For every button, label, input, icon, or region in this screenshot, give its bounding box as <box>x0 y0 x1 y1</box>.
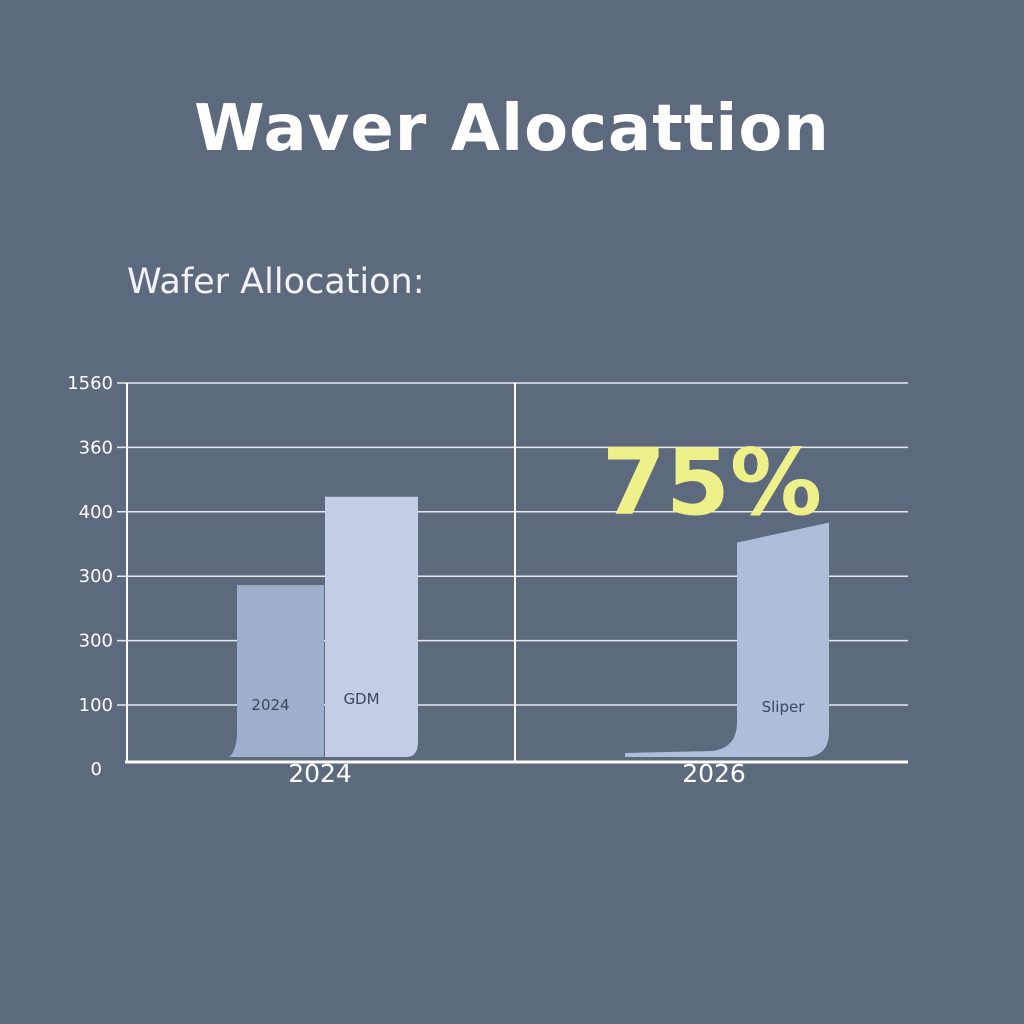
y-tick-label: 360 <box>79 437 113 458</box>
chart-subtitle: Wafer Allocation: <box>127 262 425 302</box>
bar-gdm <box>325 496 418 757</box>
chart-title: Waver Alocattion <box>194 92 830 166</box>
y-tick-label: 400 <box>79 502 113 523</box>
x-tick-label: 2026 <box>682 759 746 788</box>
bar-sliper <box>625 522 829 757</box>
y-tick-label: 0 <box>91 759 102 780</box>
y-tick-label: 100 <box>79 695 113 716</box>
x-tick-label: 2024 <box>288 759 352 788</box>
bar-label: GDM <box>343 690 379 708</box>
bar-label: 2024 <box>251 696 289 714</box>
y-tick-label: 1560 <box>67 373 113 394</box>
bar-2024 <box>229 585 324 757</box>
y-tick-label: 300 <box>79 566 113 587</box>
y-tick-label: 300 <box>79 631 113 652</box>
percentage-callout: 75% <box>602 429 822 536</box>
bar-label: Sliper <box>762 698 806 716</box>
